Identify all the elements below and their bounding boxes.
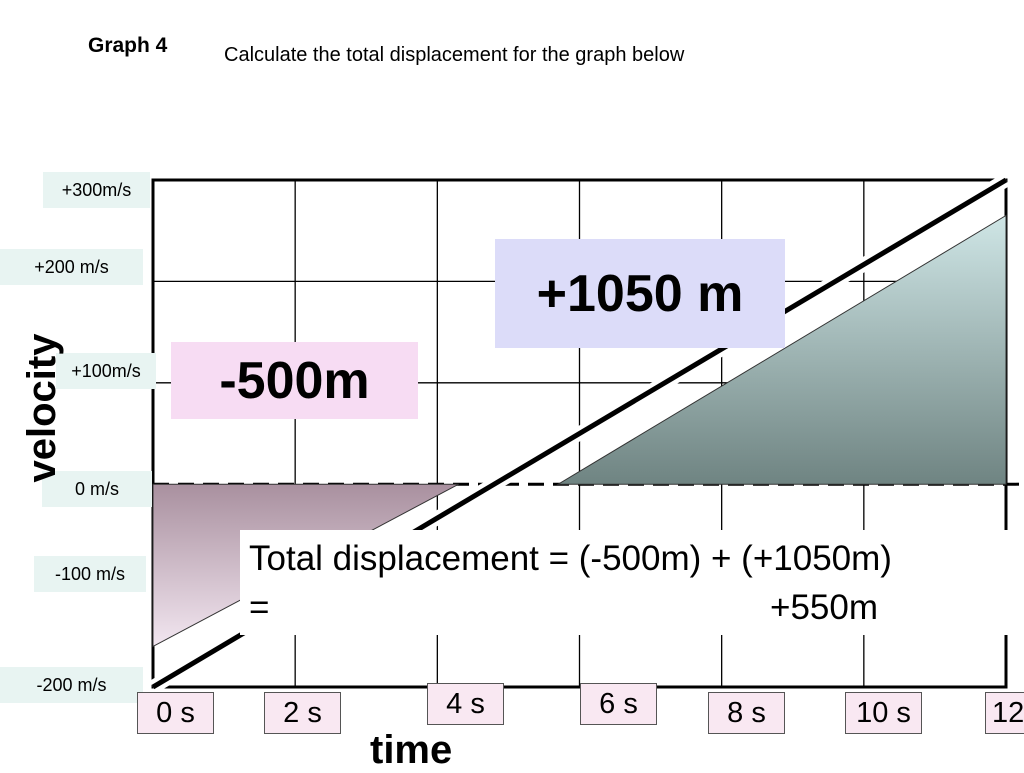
total-displacement-equation: Total displacement = (-500m) + (+1050m) [249,539,892,578]
negative-area-label: -500m [171,342,418,419]
y-tick-label: +100m/s [56,353,156,389]
y-tick-label: -200 m/s [0,667,143,703]
equals-sign: = [249,588,270,627]
positive-area [556,214,1007,485]
total-displacement-box: Total displacement = (-500m) + (+1050m) … [240,530,1024,635]
x-tick-label: 2 s [264,692,341,734]
x-tick-label: 4 s [427,683,504,725]
y-tick-label: -100 m/s [34,556,146,592]
y-axis-label: velocity [19,333,64,483]
graph-label: Graph 4 [88,34,168,57]
y-tick-label: 0 m/s [42,471,152,507]
positive-area-label: +1050 m [495,239,785,348]
x-tick-label: 10 s [845,692,922,734]
x-tick-label: 6 s [580,683,657,725]
instruction-text: Calculate the total displacement for the… [224,44,685,66]
x-tick-label: 12 [985,692,1024,734]
y-tick-label: +300m/s [43,172,150,208]
x-tick-label: 0 s [137,692,214,734]
x-axis-label: time [370,728,453,772]
total-displacement-result: +550m [770,588,878,627]
x-tick-label: 8 s [708,692,785,734]
y-tick-label: +200 m/s [0,249,143,285]
